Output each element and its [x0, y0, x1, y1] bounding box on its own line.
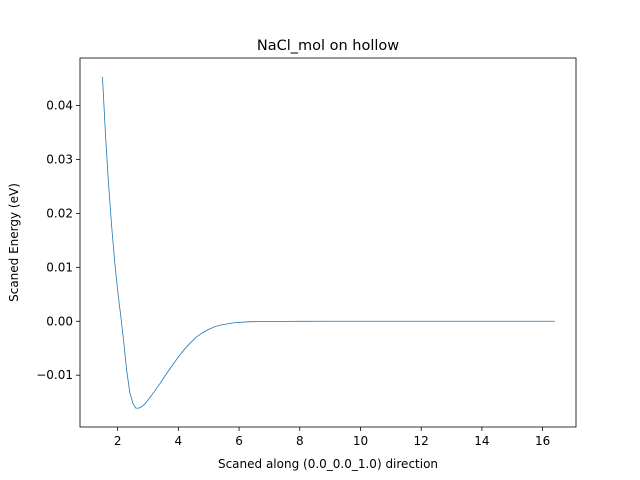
axes-frame	[79, 57, 577, 428]
x-tick-label: 6	[235, 434, 243, 448]
chart-title: NaCl_mol on hollow	[257, 38, 399, 54]
x-tick-label: 8	[296, 434, 304, 448]
x-tick-label: 10	[353, 434, 368, 448]
y-tick-label: 0.02	[46, 206, 73, 220]
x-axis-ticks: 2 4 6 8 10 12 14 16	[114, 427, 550, 448]
x-tick-label: 2	[114, 434, 122, 448]
x-tick-label: 14	[474, 434, 489, 448]
x-tick-label: 4	[175, 434, 183, 448]
x-tick-label: 16	[535, 434, 550, 448]
x-axis-label: Scaned along (0.0_0.0_1.0) direction	[218, 457, 438, 471]
series-line-energy	[102, 76, 555, 409]
y-axis-label: Scaned Energy (eV)	[7, 183, 21, 302]
x-tick-label: 12	[414, 434, 429, 448]
y-tick-label: 0.01	[46, 260, 73, 274]
y-tick-label: −0.01	[36, 368, 73, 382]
y-tick-label: 0.03	[46, 152, 73, 166]
y-tick-label: 0.04	[46, 98, 73, 112]
y-tick-label: 0.00	[46, 314, 73, 328]
y-axis-ticks: −0.01 0.00 0.01 0.02 0.03 0.04	[36, 98, 80, 382]
plot-area	[102, 76, 555, 409]
